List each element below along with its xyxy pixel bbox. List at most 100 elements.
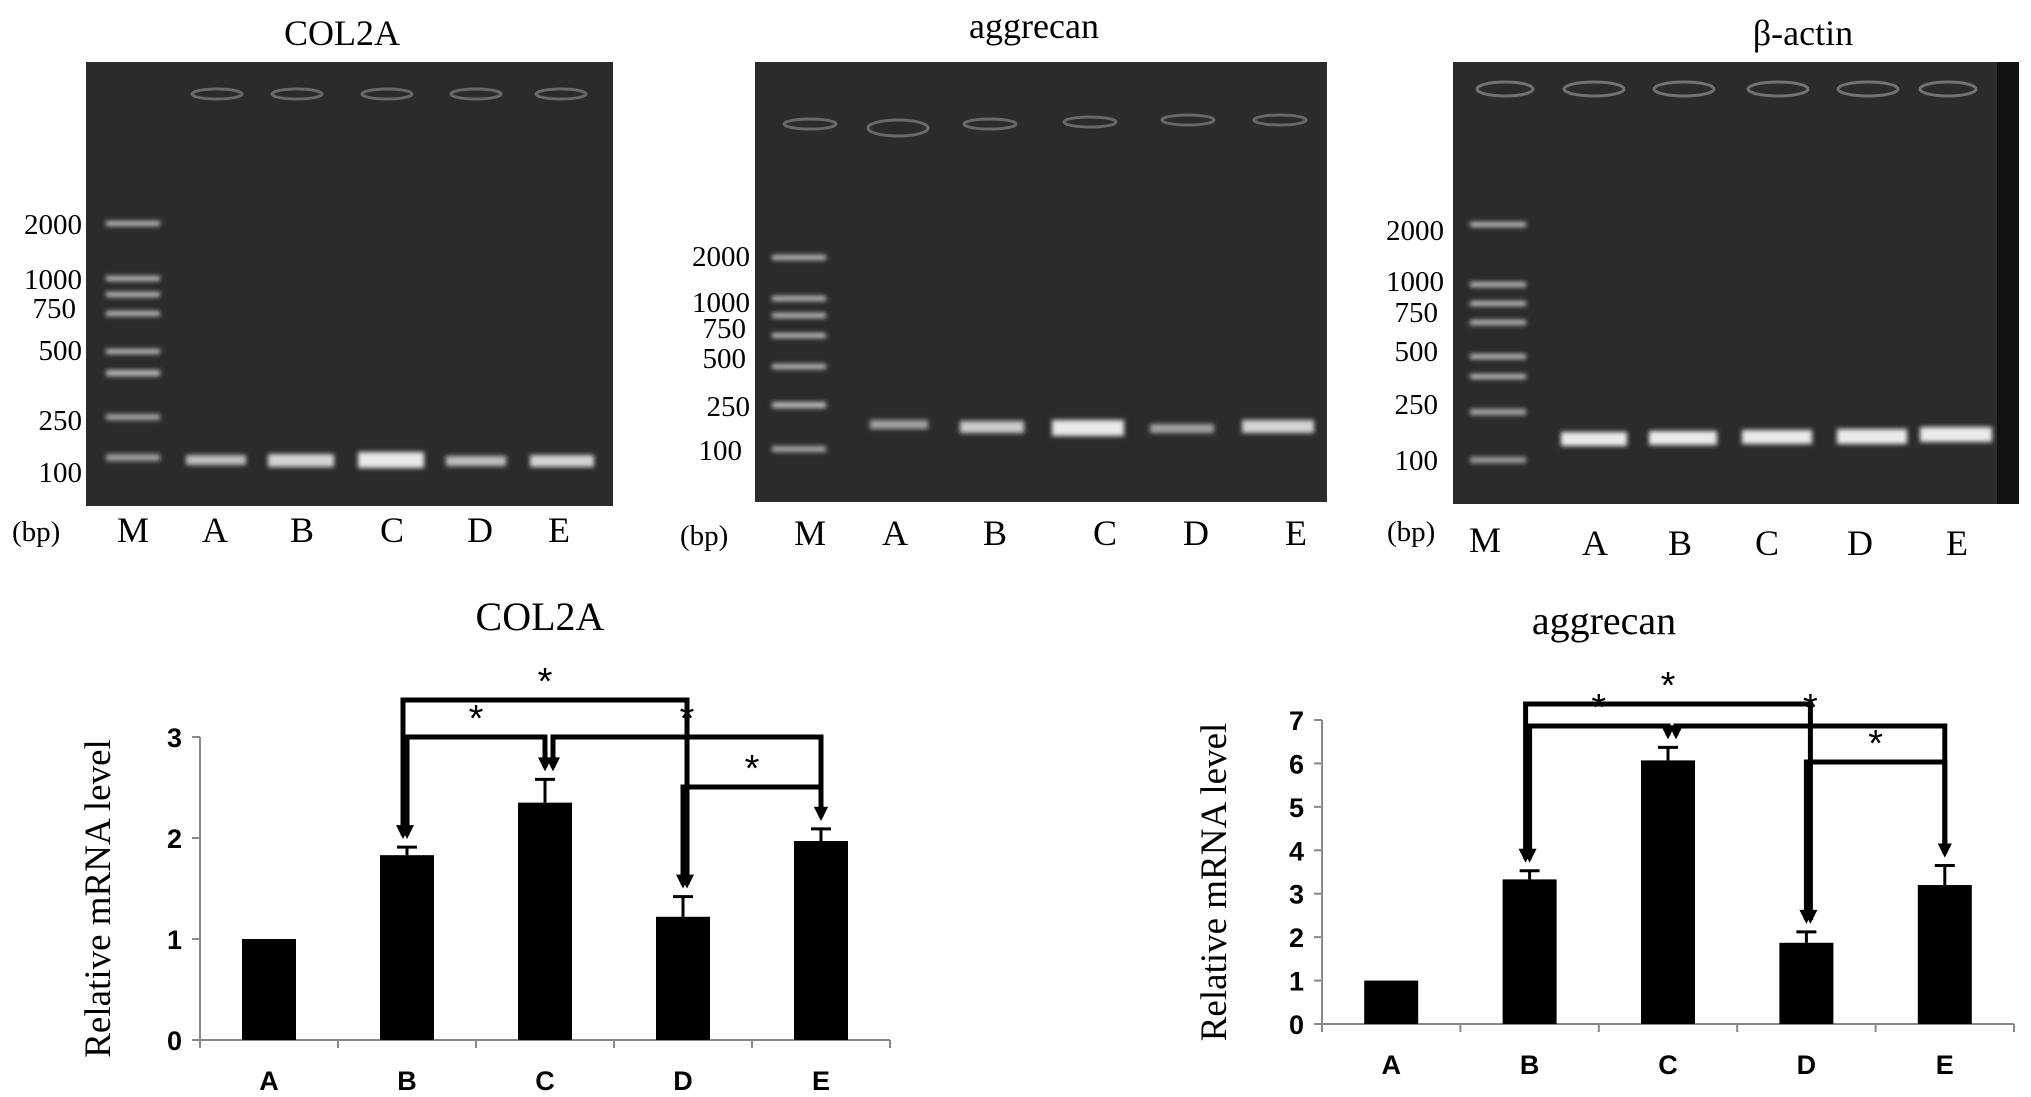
gel-beta-actin-marker-2000: 2000: [1386, 215, 1444, 247]
gel-col2a-image: [86, 62, 613, 506]
gel-col2a-lane-c: C: [380, 510, 404, 550]
gel-beta-actin-wells: [1475, 80, 1978, 98]
gel-aggrecan-lane-c: C: [1093, 513, 1117, 553]
gel-aggrecan-lane-m: M: [794, 513, 826, 553]
gel-beta-actin-lane-e: E: [1946, 523, 1968, 563]
bar-d: [656, 916, 710, 1040]
significance-star: *: [745, 748, 760, 790]
bracket-arrowhead: [676, 874, 690, 889]
bracket-arrowhead: [1937, 843, 1952, 858]
bar-b: [380, 855, 434, 1040]
x-tick-label: D: [673, 1066, 693, 1096]
gel-beta-actin: β-actin 2000 1000 750 500 250 100: [1386, 13, 2019, 563]
gel-aggrecan-lane-e: E: [1285, 513, 1307, 553]
gel-beta-actin-marker-250: 250: [1395, 389, 1439, 421]
gel-aggrecan-title: aggrecan: [969, 6, 1099, 46]
gel-col2a-lane-b: B: [290, 510, 314, 550]
y-tick-label: 3: [1289, 880, 1304, 910]
bar-d: [1779, 942, 1834, 1024]
x-tick-label: C: [1658, 1050, 1678, 1080]
gel-aggrecan-marker-500: 500: [703, 343, 747, 375]
significance-bracket: [1803, 759, 1948, 920]
gel-beta-actin-bands: [1561, 427, 1992, 446]
gel-aggrecan-ladder: [772, 255, 826, 452]
gel-col2a: COL2A 2000 1000 750 500 250 100: [12, 13, 613, 550]
significance-bracket: [550, 734, 824, 817]
bar-c: [518, 802, 572, 1040]
bracket-arrowhead: [1669, 725, 1683, 740]
significance-star: *: [1661, 665, 1676, 707]
gel-aggrecan-marker-2000: 2000: [692, 241, 750, 273]
gel-aggrecan-lane-a: A: [882, 513, 908, 553]
gel-col2a-lane-a: A: [202, 510, 228, 550]
gel-col2a-title: COL2A: [284, 13, 400, 53]
gel-aggrecan: aggrecan 2000 1000 750 500 250 100: [680, 6, 1327, 553]
y-tick-label: 7: [1289, 706, 1304, 736]
x-tick-label: A: [1381, 1050, 1401, 1080]
gel-col2a-lane-e: E: [548, 510, 570, 550]
y-tick-label: 2: [167, 824, 182, 854]
bracket-arrowhead: [1799, 909, 1814, 924]
y-tick-label: 5: [1289, 793, 1304, 823]
gel-beta-actin-unit: (bp): [1387, 516, 1435, 548]
gel-col2a-ladder: [106, 221, 160, 461]
gel-col2a-marker-750: 750: [33, 293, 77, 325]
bracket-arrowhead: [546, 757, 560, 772]
gel-beta-actin-ladder: [1470, 222, 1526, 463]
gel-beta-actin-lane-b: B: [1668, 523, 1692, 563]
y-axis-label: Relative mRNA level: [1194, 723, 1235, 1042]
bar-c: [1641, 760, 1695, 1024]
gel-beta-actin-edge: [1997, 62, 2019, 504]
chart-title: aggrecan: [1532, 598, 1676, 643]
bar-a: [242, 939, 296, 1040]
x-tick-label: E: [1936, 1050, 1954, 1080]
gel-col2a-bands: [186, 452, 594, 468]
significance-bracket: [680, 784, 824, 885]
x-tick-label: B: [1520, 1050, 1540, 1080]
gel-col2a-wells: [190, 87, 588, 101]
gel-col2a-marker-2000: 2000: [24, 209, 82, 241]
bar-b: [1502, 879, 1557, 1024]
significance-bracket: [400, 697, 690, 885]
gel-beta-actin-marker-750: 750: [1395, 297, 1439, 329]
y-tick-label: 2: [1289, 923, 1304, 953]
significance-star: *: [1868, 723, 1883, 765]
gel-beta-actin-lane-c: C: [1755, 523, 1779, 563]
gel-beta-actin-lane-a: A: [1582, 523, 1608, 563]
x-tick-label: B: [397, 1066, 417, 1096]
significance-bracket: [1523, 701, 1813, 920]
gel-aggrecan-marker-1000: 1000: [692, 287, 750, 319]
gel-aggrecan-wells: [782, 113, 1308, 138]
gel-aggrecan-lane-b: B: [983, 513, 1007, 553]
y-tick-label: 1: [167, 925, 182, 955]
gel-col2a-marker-100: 100: [39, 457, 83, 489]
y-tick-label: 1: [1289, 967, 1304, 997]
gel-col2a-unit: (bp): [12, 516, 60, 548]
bar-e: [1917, 885, 1972, 1024]
y-tick-label: 0: [167, 1026, 182, 1056]
significance-star: *: [469, 698, 484, 740]
significance-bracket: [404, 734, 548, 836]
x-tick-label: A: [259, 1066, 279, 1096]
y-axis-label: Relative mRNA level: [78, 739, 119, 1058]
gel-beta-actin-lane-m: M: [1469, 520, 1501, 560]
significance-star: *: [1591, 687, 1606, 729]
gel-aggrecan-image: [755, 62, 1327, 502]
x-tick-label: D: [1797, 1050, 1817, 1080]
y-tick-label: 4: [1289, 836, 1304, 866]
bar-e: [794, 841, 848, 1040]
bar-a: [1364, 980, 1419, 1024]
gel-col2a-lane-d: D: [467, 510, 493, 550]
gel-aggrecan-marker-250: 250: [707, 391, 751, 423]
gel-aggrecan-marker-750: 750: [703, 313, 747, 345]
gel-col2a-marker-250: 250: [39, 405, 83, 437]
gel-beta-actin-lane-d: D: [1847, 523, 1873, 563]
gel-col2a-marker-1000: 1000: [24, 264, 82, 296]
significance-star: *: [538, 661, 553, 703]
y-tick-label: 3: [167, 723, 182, 753]
chart-title: COL2A: [476, 594, 605, 639]
x-tick-label: E: [812, 1066, 830, 1096]
gel-aggrecan-unit: (bp): [680, 520, 728, 552]
bracket-arrowhead: [400, 825, 414, 840]
